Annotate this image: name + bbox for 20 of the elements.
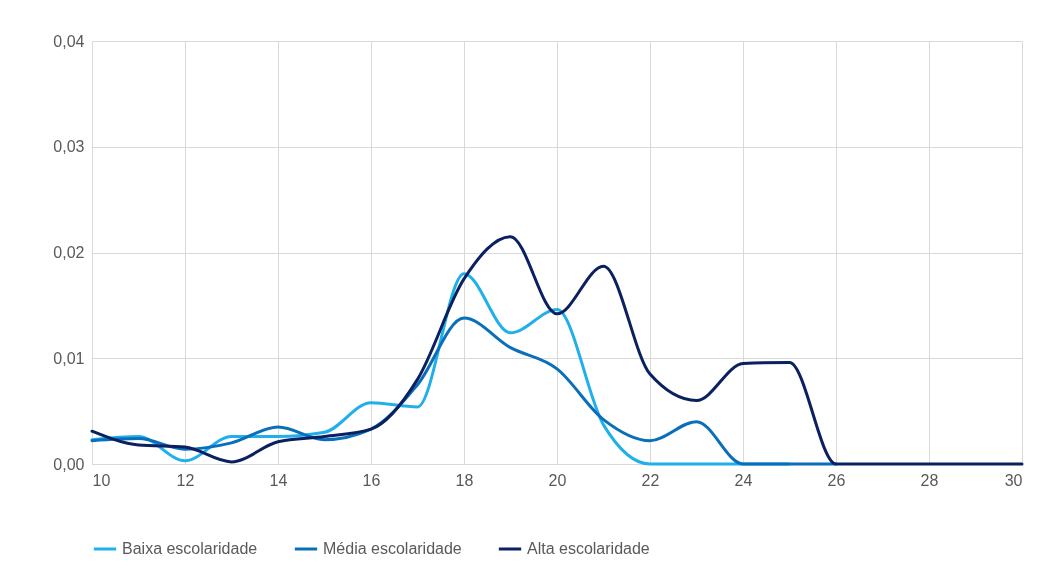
- y-tick-label: 0,01: [53, 349, 85, 367]
- x-tick-label: 22: [641, 471, 660, 489]
- x-tick-label: 30: [1004, 471, 1023, 489]
- x-tick-label: 26: [827, 471, 846, 489]
- y-tick-label: 0,00: [53, 455, 85, 473]
- x-tick-label: 10: [92, 471, 111, 489]
- line-series: [90, 235, 1024, 466]
- x-tick-label: 18: [455, 471, 474, 489]
- x-tick-label: 20: [548, 471, 567, 489]
- x-tick-label: 12: [176, 471, 195, 489]
- x-tick-label: 24: [734, 471, 753, 489]
- legend-label: Baixa escolaridade: [122, 540, 258, 557]
- y-tick-label: 0,04: [53, 32, 85, 50]
- x-tick-label: 14: [269, 471, 288, 489]
- x-tick-label: 16: [362, 471, 381, 489]
- legend-label: Média escolaridade: [323, 540, 462, 557]
- y-tick-label: 0,02: [53, 244, 85, 261]
- legend-label: Alta escolaridade: [527, 540, 650, 557]
- x-tick-label: 28: [920, 471, 939, 489]
- y-tick-label: 0,03: [53, 138, 85, 156]
